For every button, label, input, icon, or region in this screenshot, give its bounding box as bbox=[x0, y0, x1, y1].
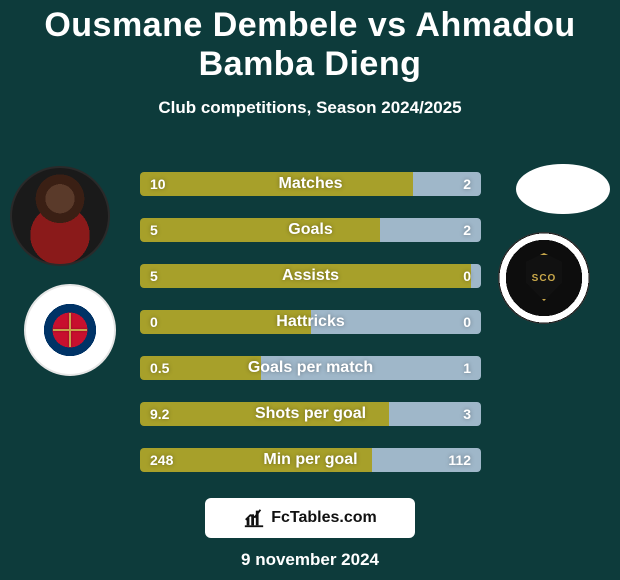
stat-row: Hattricks00 bbox=[140, 310, 481, 334]
stat-left-segment bbox=[140, 356, 261, 380]
stat-row: Min per goal248112 bbox=[140, 448, 481, 472]
stat-right-segment bbox=[380, 218, 481, 242]
comparison-bars: Matches102 Goals52 Assists50 Hattricks00 Goa… bbox=[140, 172, 481, 472]
stat-row: Goals52 bbox=[140, 218, 481, 242]
chart-icon bbox=[243, 507, 265, 529]
comparison-infographic: Ousmane Dembele vs Ahmadou Bamba Dieng C… bbox=[0, 0, 620, 580]
stat-right-segment bbox=[471, 264, 481, 288]
stat-row: Assists50 bbox=[140, 264, 481, 288]
stat-row: Goals per match0.51 bbox=[140, 356, 481, 380]
stat-row: Matches102 bbox=[140, 172, 481, 196]
stat-left-segment bbox=[140, 264, 471, 288]
club-right-badge bbox=[498, 232, 590, 324]
stat-left-segment bbox=[140, 310, 311, 334]
subtitle: Club competitions, Season 2024/2025 bbox=[0, 98, 620, 118]
stat-right-segment bbox=[311, 310, 482, 334]
stat-right-segment bbox=[389, 402, 481, 426]
footer-date: 9 november 2024 bbox=[241, 550, 379, 570]
stat-left-segment bbox=[140, 218, 380, 242]
stat-left-segment bbox=[140, 448, 372, 472]
brand-label: FcTables.com bbox=[271, 509, 377, 527]
club-left-badge bbox=[24, 284, 116, 376]
stat-left-segment bbox=[140, 172, 413, 196]
stat-right-segment bbox=[261, 356, 481, 380]
page-title: Ousmane Dembele vs Ahmadou Bamba Dieng bbox=[0, 0, 620, 84]
brand-pill: FcTables.com bbox=[205, 498, 415, 538]
stat-right-segment bbox=[413, 172, 481, 196]
stat-left-segment bbox=[140, 402, 389, 426]
stat-row: Shots per goal9.23 bbox=[140, 402, 481, 426]
player-right-avatar bbox=[516, 164, 610, 214]
player-left-avatar bbox=[10, 166, 110, 266]
stat-right-segment bbox=[372, 448, 481, 472]
